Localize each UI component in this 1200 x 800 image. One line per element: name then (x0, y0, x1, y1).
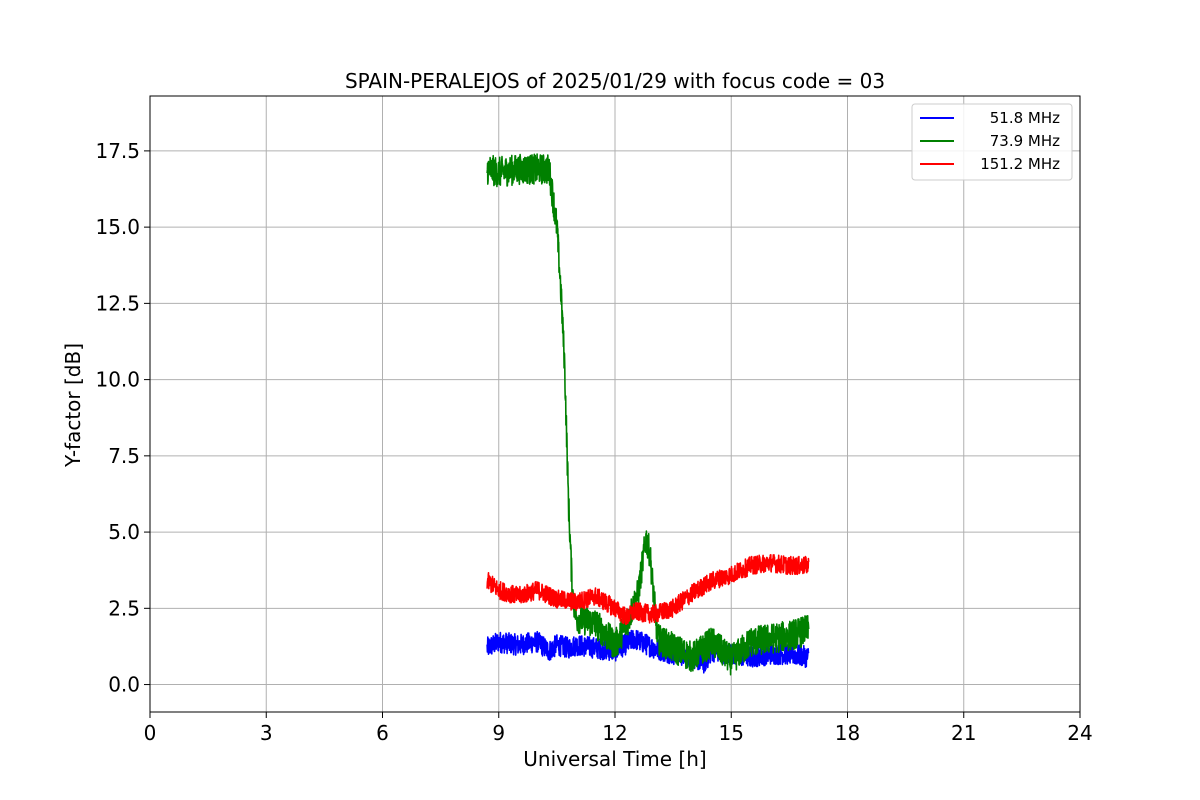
series-line-2 (486, 553, 810, 626)
y-axis-label: Y-factor [dB] (61, 343, 85, 468)
y-tick-label: 15.0 (95, 215, 140, 239)
legend-label: 151.2 MHz (980, 155, 1060, 173)
x-tick-label: 3 (260, 721, 273, 745)
y-tick-label: 17.5 (95, 139, 140, 163)
x-axis: 0 3 6 9 12 15 18 21 24 (144, 712, 1093, 745)
series-line-1 (486, 153, 810, 676)
x-axis-label: Universal Time [h] (523, 747, 706, 771)
legend-box (911, 103, 1073, 181)
legend: 51.8 MHz 73.9 MHz 151.2 MHz (911, 103, 1073, 181)
x-tick-label: 0 (144, 721, 157, 745)
y-tick-label: 2.5 (108, 596, 140, 620)
x-tick-label: 24 (1067, 721, 1092, 745)
series-line-0 (486, 629, 810, 674)
legend-label: 73.9 MHz (990, 132, 1060, 150)
x-tick-label: 9 (492, 721, 505, 745)
y-axis: 0.0 2.5 5.0 7.5 10.0 12.5 15.0 17.5 (95, 139, 150, 697)
grid-lines (149, 96, 1081, 712)
x-tick-label: 12 (602, 721, 627, 745)
x-tick-label: 6 (376, 721, 389, 745)
y-tick-label: 12.5 (95, 291, 140, 315)
legend-label: 51.8 MHz (990, 109, 1060, 127)
x-tick-label: 21 (951, 721, 976, 745)
x-tick-label: 15 (719, 721, 744, 745)
x-tick-label: 18 (835, 721, 860, 745)
y-tick-label: 0.0 (108, 673, 140, 697)
y-tick-label: 7.5 (108, 444, 140, 468)
y-tick-label: 10.0 (95, 368, 140, 392)
chart-title: SPAIN-PERALEJOS of 2025/01/29 with focus… (345, 69, 885, 93)
series-layer (486, 153, 810, 676)
y-tick-label: 5.0 (108, 520, 140, 544)
